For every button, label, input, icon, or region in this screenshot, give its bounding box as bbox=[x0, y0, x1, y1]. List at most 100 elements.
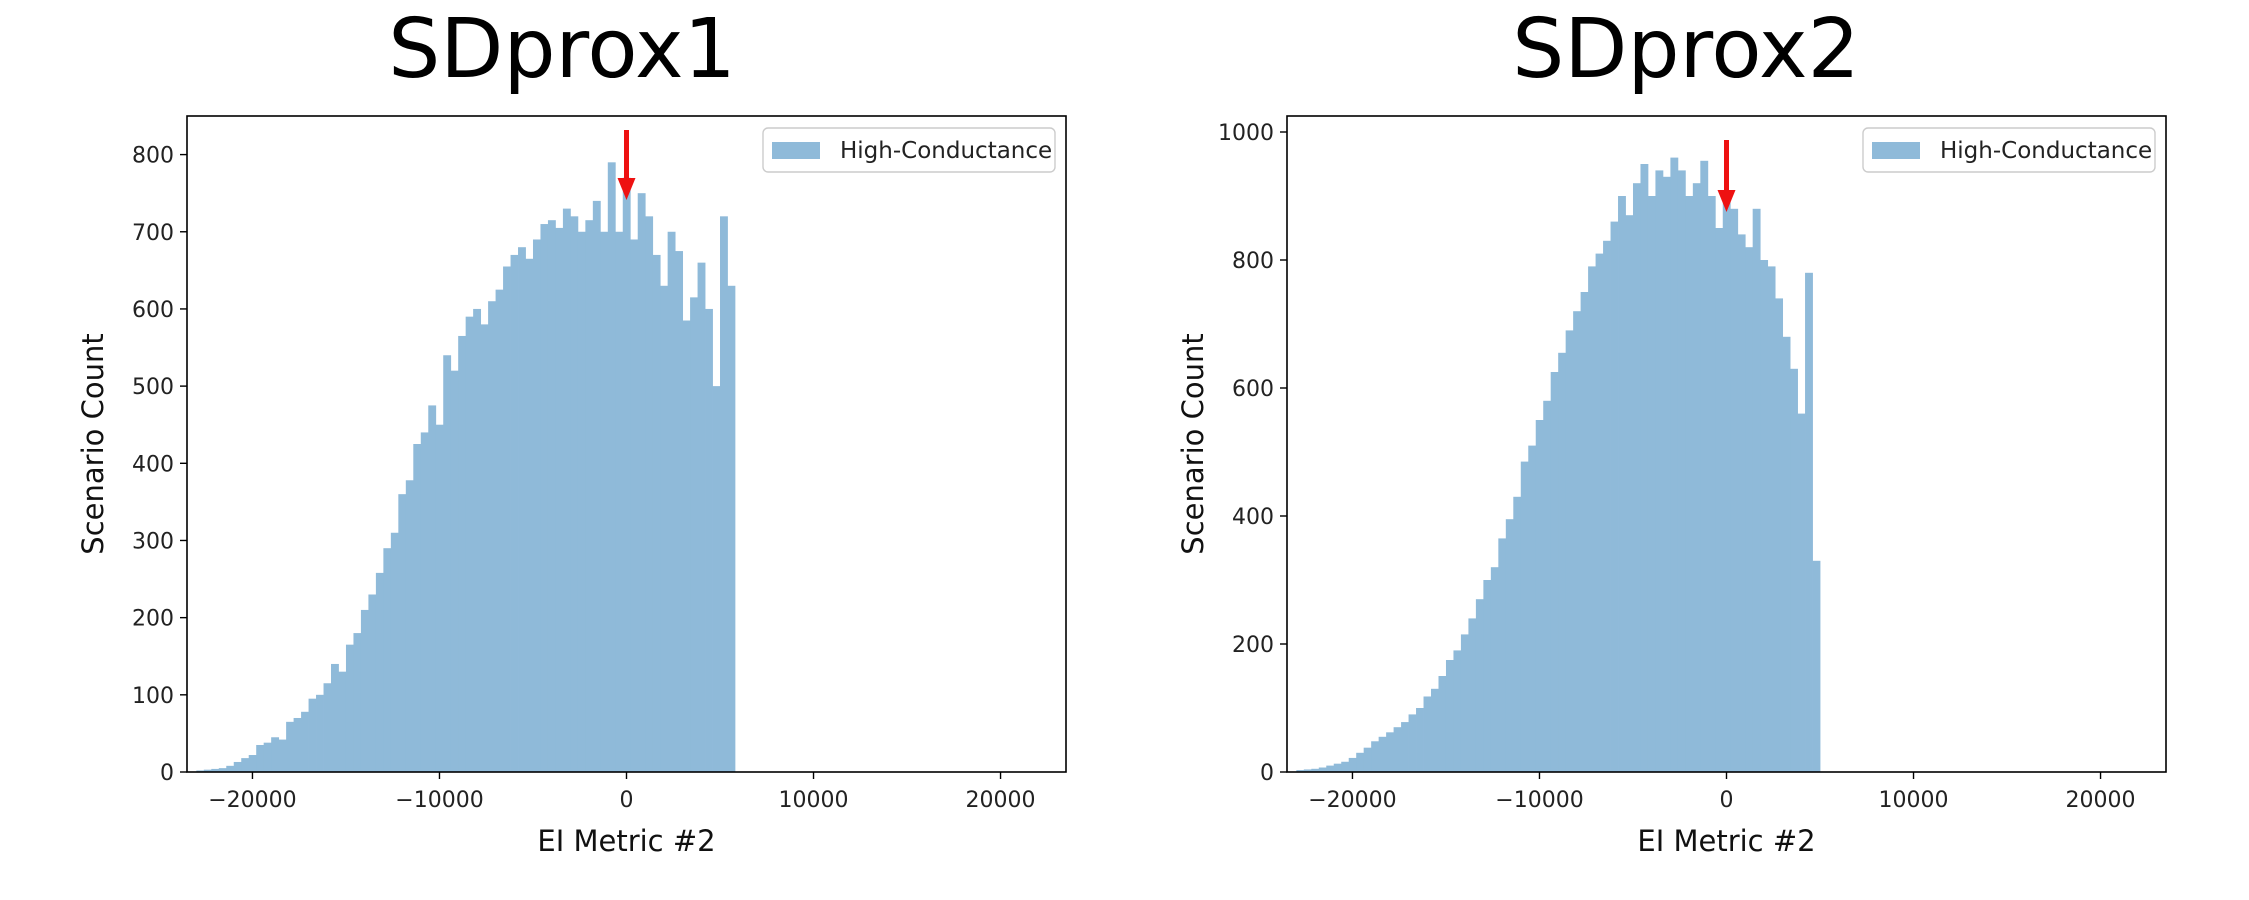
histogram-bar bbox=[405, 480, 414, 772]
histogram-bar bbox=[682, 320, 691, 772]
histogram-bar bbox=[323, 683, 332, 772]
histogram-bar bbox=[1423, 696, 1432, 772]
histogram-bar bbox=[1550, 372, 1559, 772]
histogram-bar bbox=[226, 765, 235, 772]
histogram-bar bbox=[1468, 618, 1477, 772]
histogram-bar bbox=[1438, 676, 1447, 772]
histogram-bar bbox=[1341, 761, 1350, 772]
x-tick-label: 10000 bbox=[1879, 788, 1949, 813]
x-tick-label: 20000 bbox=[2066, 788, 2136, 813]
histogram-bar bbox=[1453, 650, 1462, 772]
histogram-bar bbox=[473, 308, 482, 772]
histogram-bar bbox=[1475, 599, 1484, 772]
histogram-bar bbox=[316, 694, 324, 772]
histogram-bar bbox=[443, 355, 452, 772]
histogram-bar bbox=[645, 216, 654, 772]
histogram-bar bbox=[697, 262, 706, 772]
histogram-bar bbox=[1363, 747, 1372, 772]
y-tick-label: 1000 bbox=[1218, 121, 1274, 146]
chart-panel-sdprox2: SDprox2 −20000 −10000 0 10000 20000 0 200 400 60… bbox=[1124, 0, 2248, 900]
histogram-bar bbox=[1805, 272, 1813, 772]
histogram-bar bbox=[1505, 519, 1514, 772]
histogram-bar bbox=[1573, 311, 1582, 772]
x-tick-label: −20000 bbox=[208, 788, 296, 813]
histogram-bar bbox=[1371, 741, 1380, 772]
x-tick-label: −10000 bbox=[1495, 788, 1583, 813]
histogram-bar bbox=[286, 721, 294, 772]
legend-box bbox=[762, 127, 1056, 173]
histogram-bar bbox=[1662, 176, 1671, 773]
histogram-bar bbox=[1610, 221, 1619, 773]
histogram-bar bbox=[1483, 580, 1492, 772]
legend-box bbox=[1862, 127, 2156, 173]
histogram-bar bbox=[1760, 260, 1769, 772]
histogram-bar bbox=[1790, 368, 1798, 772]
y-tick-label: 700 bbox=[132, 221, 174, 246]
histogram-bar bbox=[562, 208, 571, 773]
x-tick-label: −20000 bbox=[1308, 788, 1396, 813]
histogram-bar bbox=[383, 548, 392, 772]
histogram-bar bbox=[1318, 767, 1327, 772]
histogram-bar bbox=[278, 739, 287, 772]
histogram-bar bbox=[1595, 253, 1604, 773]
histogram-bar bbox=[1752, 208, 1761, 773]
red-arrow-annotation bbox=[617, 130, 636, 200]
histogram-bar bbox=[450, 370, 459, 772]
histogram-bar bbox=[1543, 400, 1552, 772]
histogram-bar bbox=[495, 289, 504, 772]
arrow-head bbox=[1717, 190, 1736, 212]
histogram-bar bbox=[428, 405, 437, 772]
histogram-bar bbox=[1677, 170, 1686, 772]
histogram-bar bbox=[345, 644, 354, 772]
histogram-bar bbox=[1692, 183, 1701, 772]
y-tick-label: 100 bbox=[132, 684, 174, 709]
histogram-bar bbox=[1558, 352, 1567, 772]
legend-swatch bbox=[772, 142, 820, 159]
histogram-bar bbox=[1618, 196, 1626, 772]
chart-title: SDprox1 bbox=[388, 2, 736, 97]
histogram-bar bbox=[218, 768, 227, 772]
y-tick-label: 200 bbox=[1232, 633, 1274, 658]
chart-title: SDprox2 bbox=[1512, 2, 1860, 97]
histogram-bar bbox=[510, 254, 519, 773]
histogram-bar bbox=[690, 297, 698, 772]
x-tick-label: 10000 bbox=[779, 788, 849, 813]
histogram-bar bbox=[248, 755, 257, 772]
histogram-bar bbox=[1625, 215, 1634, 772]
arrow-head bbox=[617, 178, 636, 200]
y-tick-label: 400 bbox=[1232, 505, 1274, 530]
histogram-bar bbox=[1730, 208, 1739, 773]
histogram-bar bbox=[1535, 420, 1544, 772]
histogram-bar bbox=[480, 324, 489, 772]
histogram-bar bbox=[1303, 769, 1312, 772]
y-tick-label: 500 bbox=[132, 375, 174, 400]
histogram-bar bbox=[1408, 714, 1417, 772]
red-arrow-annotation bbox=[1717, 140, 1736, 212]
histogram-bar bbox=[1700, 160, 1709, 773]
histogram-bars bbox=[1296, 157, 1821, 773]
histogram-bar bbox=[211, 768, 220, 772]
histogram-bar bbox=[233, 761, 242, 772]
y-axis-label: Scenario Count bbox=[1176, 333, 1210, 554]
histogram-bars bbox=[196, 162, 736, 773]
histogram-bar bbox=[1632, 183, 1641, 772]
y-tick-label: 0 bbox=[160, 761, 174, 786]
histogram-bar bbox=[1812, 560, 1821, 772]
histogram-bar bbox=[1767, 266, 1776, 772]
histogram-bar bbox=[1670, 157, 1679, 773]
histogram-bar bbox=[592, 200, 601, 772]
histogram-chart: −20000 −10000 0 10000 20000 0 200 400 600 800 1000… bbox=[1176, 115, 2167, 858]
histogram-bar bbox=[308, 698, 317, 772]
histogram-bar bbox=[1431, 688, 1439, 772]
histogram-bar bbox=[1386, 732, 1394, 772]
histogram-bar bbox=[518, 247, 526, 772]
y-tick-label: 400 bbox=[132, 452, 174, 477]
histogram-bar bbox=[630, 239, 639, 773]
histogram-bar bbox=[1356, 752, 1365, 772]
y-tick-label: 0 bbox=[1260, 761, 1274, 786]
histogram-bar bbox=[1326, 765, 1335, 772]
legend-swatch bbox=[1872, 142, 1920, 159]
histogram-bar bbox=[540, 224, 549, 773]
histogram-bar bbox=[547, 220, 556, 772]
histogram-bar bbox=[607, 162, 616, 772]
